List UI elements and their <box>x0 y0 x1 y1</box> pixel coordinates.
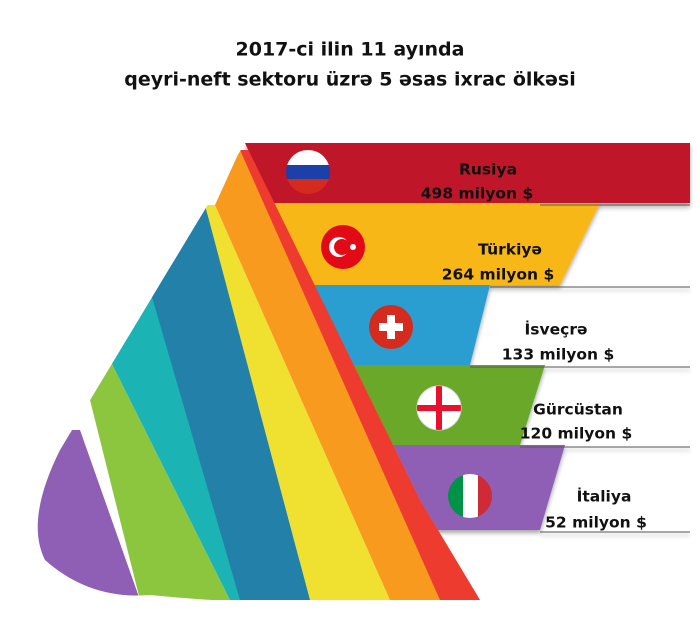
country: Rusiya <box>459 161 517 179</box>
value: 133 milyon $ <box>502 346 615 364</box>
value: 498 milyon $ <box>421 185 534 203</box>
value: 264 milyon $ <box>442 266 555 284</box>
title-line: 2017-ci ilin 11 ayında <box>236 39 465 61</box>
country: Gürcüstan <box>533 401 623 419</box>
value: 52 milyon $ <box>545 514 647 532</box>
country: İtaliya <box>577 487 632 506</box>
country: İsveçrə <box>525 320 588 339</box>
title-line: qeyri-neft sektoru üzrə 5 əsas ixrac ölk… <box>124 69 575 91</box>
country: Türkiyə <box>478 241 542 259</box>
flags <box>286 150 492 518</box>
value: 120 milyon $ <box>520 425 633 443</box>
